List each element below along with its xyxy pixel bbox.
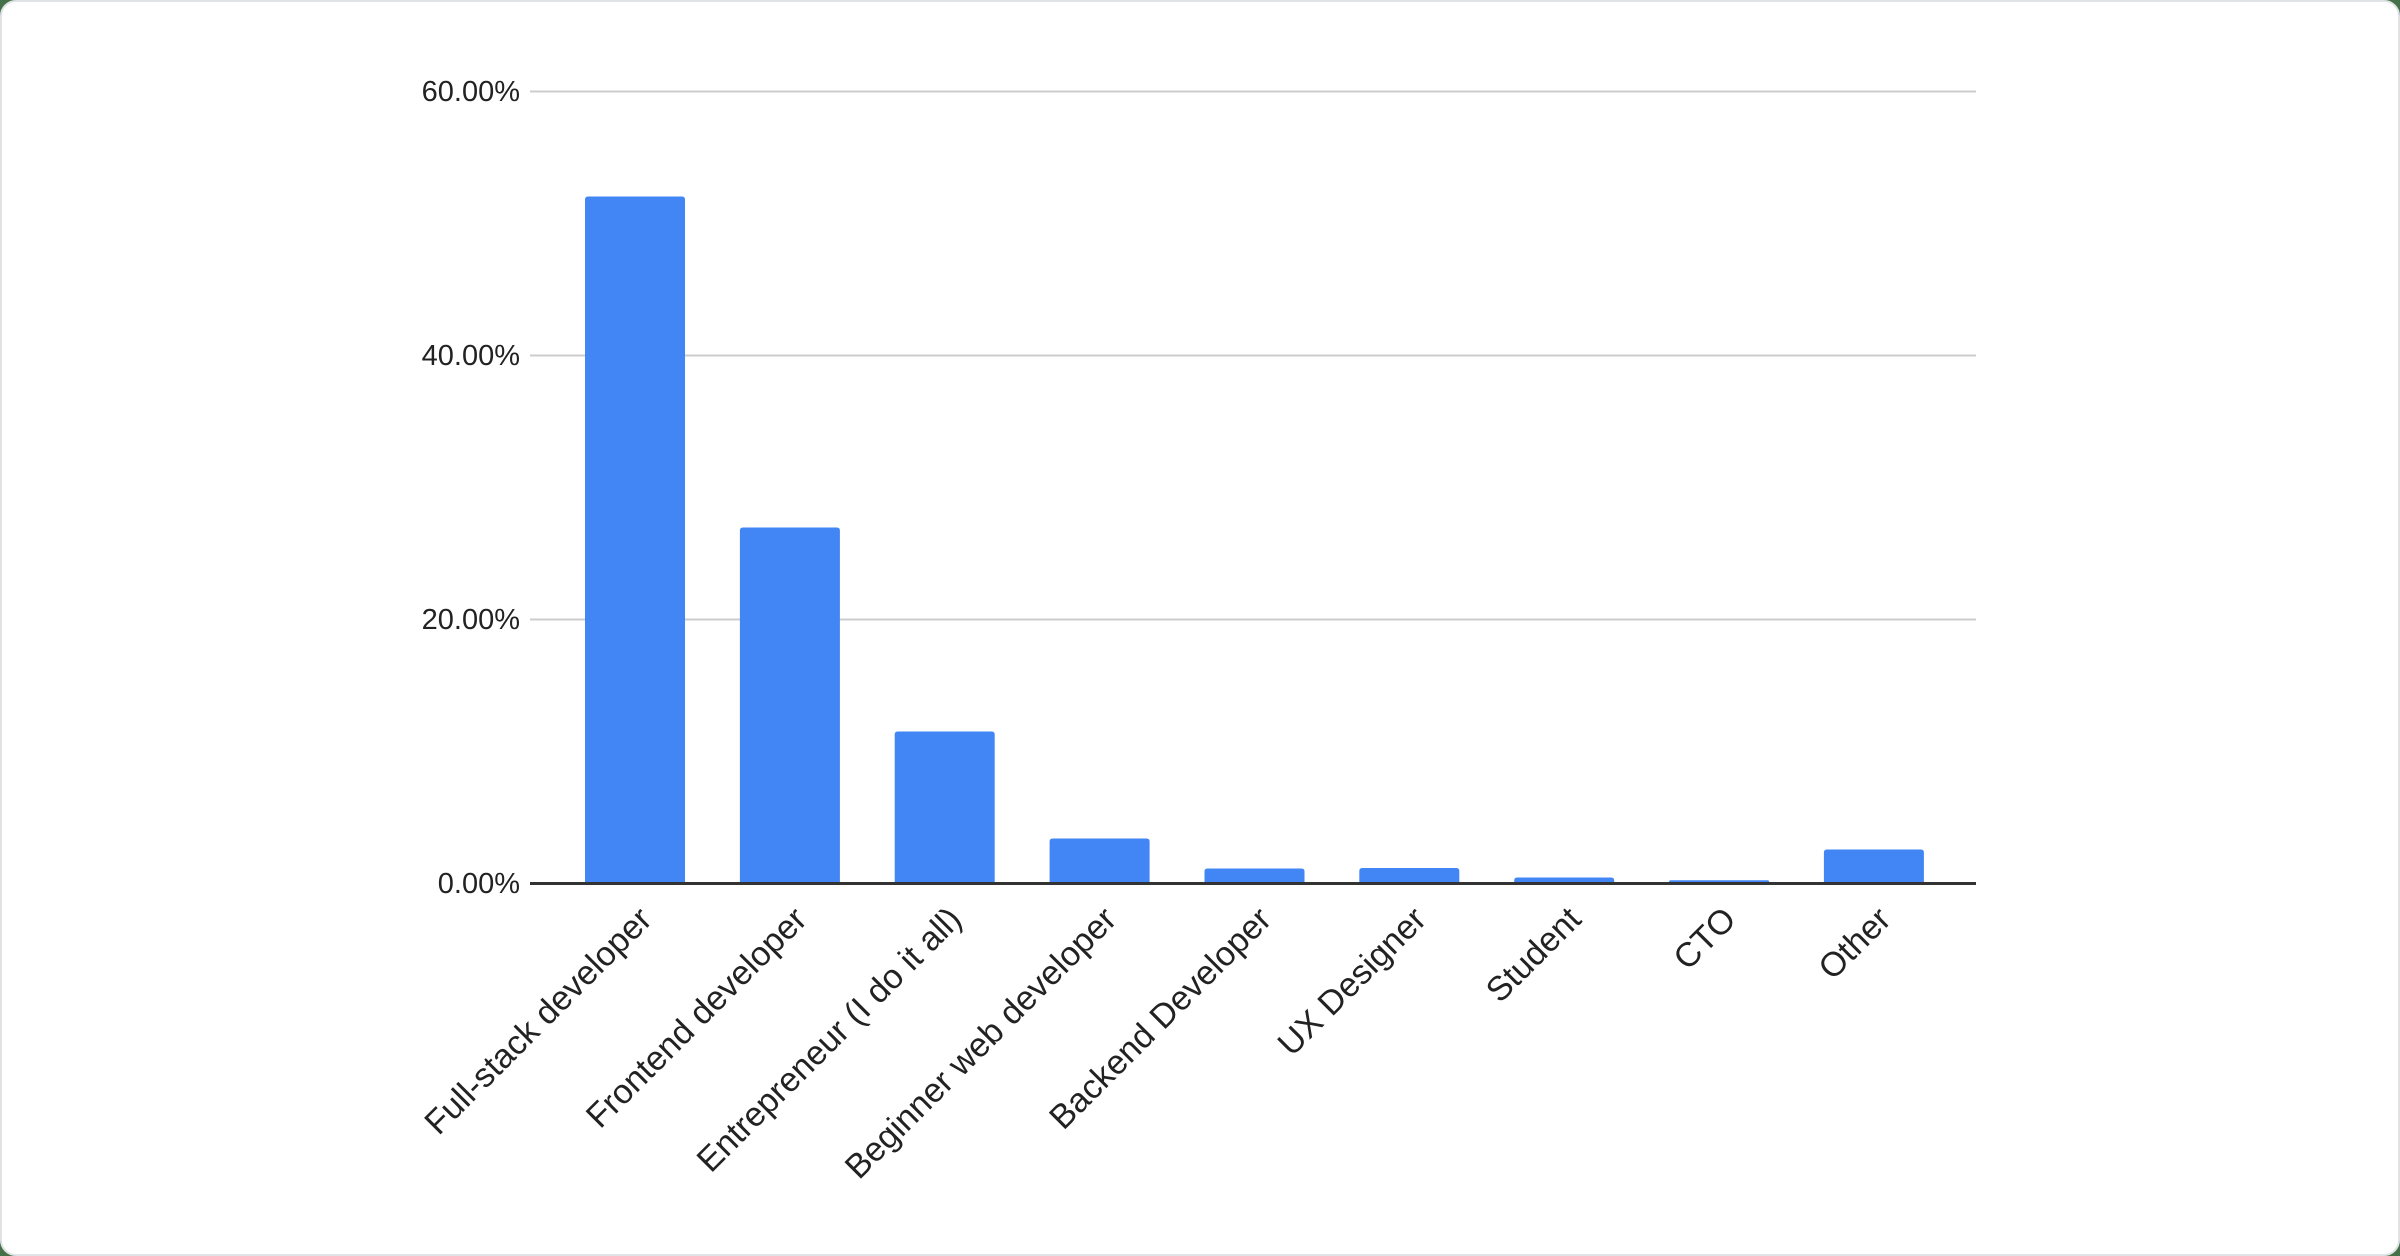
svg-text:Entrepreneur (I do it all): Entrepreneur (I do it all) (690, 900, 969, 1179)
svg-text:20.00%: 20.00% (422, 604, 520, 636)
svg-text:UX Designer: UX Designer (1270, 900, 1433, 1063)
svg-text:Beginner web developer: Beginner web developer (838, 900, 1124, 1186)
svg-text:Other: Other (1811, 900, 1898, 987)
svg-text:CTO: CTO (1666, 900, 1743, 977)
svg-text:Student: Student (1479, 900, 1589, 1010)
svg-text:40.00%: 40.00% (422, 340, 520, 372)
svg-text:0.00%: 0.00% (438, 868, 520, 900)
svg-text:60.00%: 60.00% (422, 76, 520, 108)
